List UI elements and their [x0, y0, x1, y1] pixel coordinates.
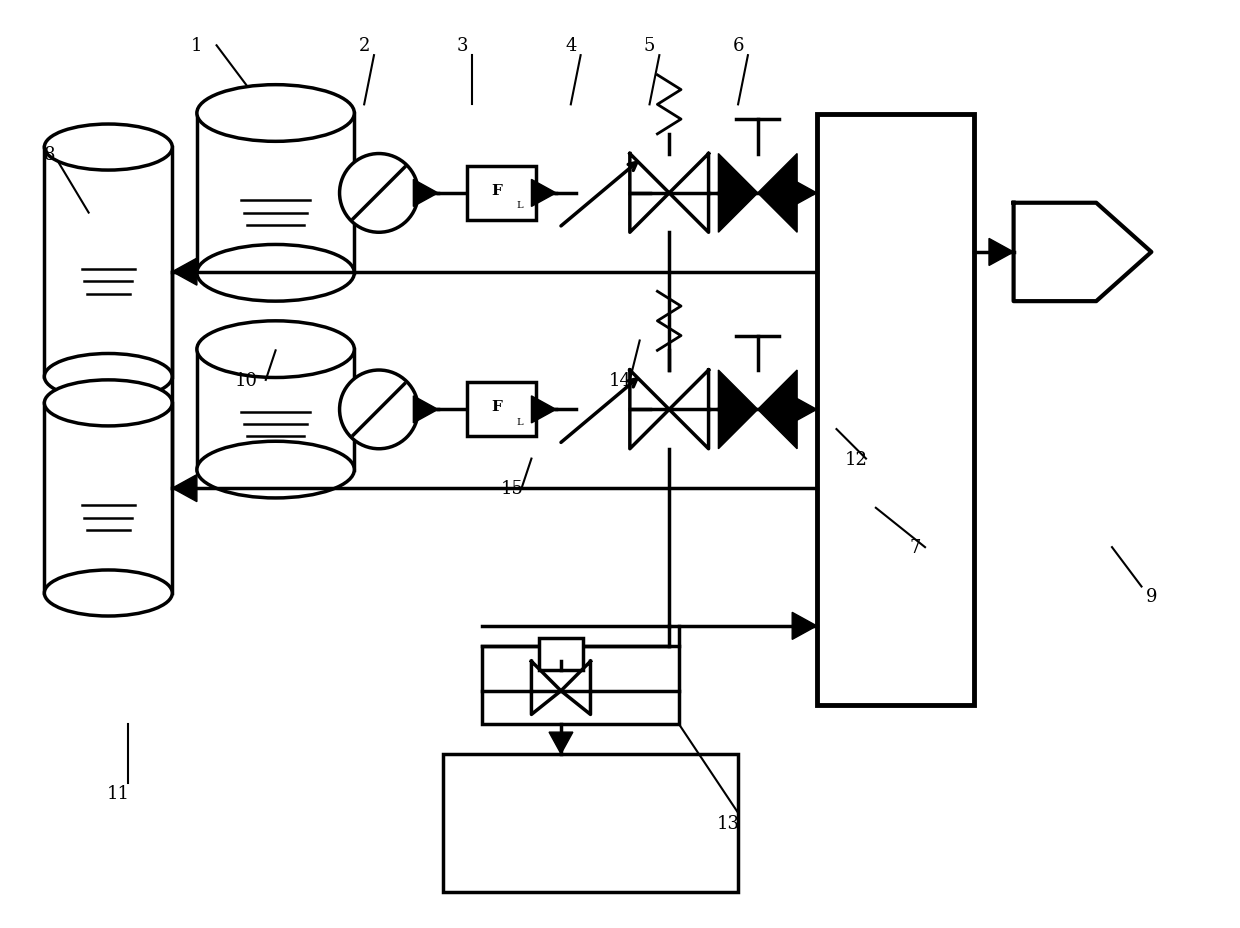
Bar [443, 754, 738, 892]
Ellipse shape [197, 245, 355, 302]
Bar [45, 148, 172, 377]
Polygon shape [413, 396, 438, 423]
Polygon shape [792, 180, 817, 207]
Bar [539, 638, 583, 670]
Text: 4: 4 [565, 37, 577, 56]
Text: F: F [491, 184, 502, 198]
Text: 11: 11 [107, 784, 130, 803]
Circle shape [340, 154, 418, 233]
Bar [467, 167, 537, 221]
Ellipse shape [197, 85, 355, 142]
Polygon shape [532, 180, 556, 207]
Text: 14: 14 [609, 371, 631, 390]
Ellipse shape [197, 245, 355, 302]
Text: 6: 6 [733, 37, 744, 56]
Polygon shape [1013, 203, 1152, 302]
Text: 12: 12 [844, 450, 868, 468]
Ellipse shape [197, 442, 355, 498]
Polygon shape [792, 396, 817, 423]
Polygon shape [758, 154, 797, 233]
Ellipse shape [197, 85, 355, 142]
Text: 8: 8 [43, 146, 55, 163]
Polygon shape [718, 370, 758, 449]
Polygon shape [532, 396, 556, 423]
Ellipse shape [45, 380, 172, 427]
Bar [197, 350, 355, 470]
Text: 1: 1 [191, 37, 202, 56]
Polygon shape [413, 180, 438, 207]
Text: L: L [516, 201, 523, 210]
Ellipse shape [197, 442, 355, 498]
Ellipse shape [45, 125, 172, 171]
Ellipse shape [197, 321, 355, 378]
Bar [467, 383, 537, 437]
Text: 15: 15 [500, 480, 523, 497]
Polygon shape [792, 612, 817, 639]
Ellipse shape [45, 571, 172, 616]
Bar [817, 115, 975, 705]
Ellipse shape [197, 321, 355, 378]
Bar [45, 404, 172, 593]
Ellipse shape [45, 354, 172, 400]
Polygon shape [758, 370, 797, 449]
Polygon shape [990, 239, 1013, 266]
Ellipse shape [45, 125, 172, 171]
Text: 5: 5 [644, 37, 655, 56]
Bar [197, 114, 355, 274]
Polygon shape [549, 732, 573, 754]
Polygon shape [172, 475, 197, 502]
Text: 13: 13 [717, 814, 740, 831]
Text: 7: 7 [909, 538, 921, 557]
Polygon shape [172, 259, 197, 286]
Text: 10: 10 [234, 371, 258, 390]
Text: 2: 2 [358, 37, 370, 56]
Ellipse shape [45, 380, 172, 427]
Text: F: F [491, 400, 502, 414]
Polygon shape [718, 154, 758, 233]
Ellipse shape [45, 354, 172, 400]
Text: 3: 3 [456, 37, 469, 56]
Circle shape [340, 370, 418, 449]
Text: L: L [516, 418, 523, 426]
Text: 9: 9 [1146, 587, 1157, 606]
Bar [482, 646, 680, 725]
Ellipse shape [45, 571, 172, 616]
